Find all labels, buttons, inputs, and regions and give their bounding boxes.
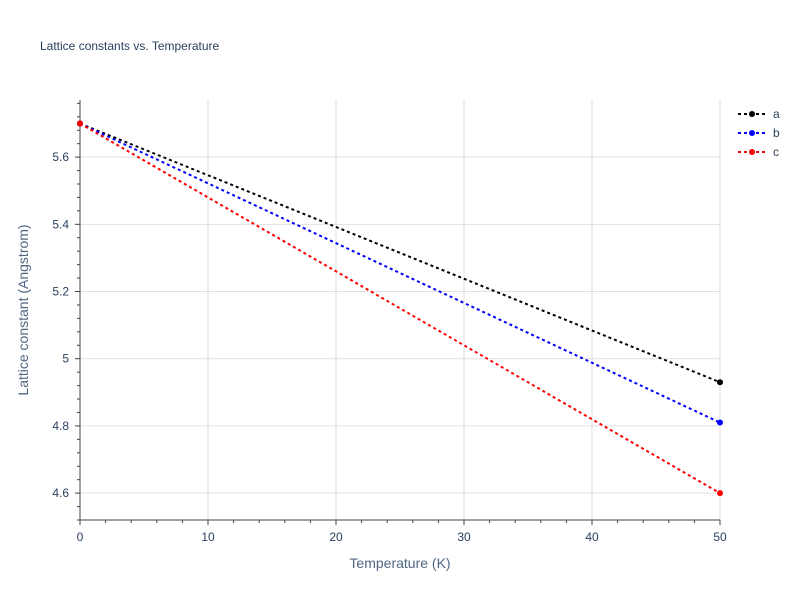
chart-title: Lattice constants vs. Temperature [40,39,220,53]
legend-swatch-marker [749,149,755,155]
legend-label: b [773,126,780,140]
y-tick-label: 4.8 [52,419,69,433]
legend[interactable]: abc [738,107,780,159]
series-point-b [717,419,723,426]
y-tick-label: 4.6 [52,486,69,500]
legend-swatch-marker [749,130,755,136]
series-group [77,120,723,497]
legend-label: c [773,145,779,159]
x-tick-label: 0 [77,530,84,544]
legend-item-a[interactable]: a [738,107,780,121]
legend-label: a [773,107,780,121]
x-tick-label: 50 [713,530,727,544]
y-tick-label: 5.2 [52,285,69,299]
grid [80,100,721,520]
y-tick-label: 5 [62,352,69,366]
legend-item-c[interactable]: c [738,145,779,159]
series-point-c [77,120,83,127]
series-line-a [79,122,721,384]
axes: 0 10 20 30 40 50 4.6 4.8 5 5.2 5.4 5.6 [52,100,727,544]
x-tick-label: 30 [457,530,471,544]
y-tick-label: 5.4 [52,217,69,231]
x-tick-label: 40 [585,530,599,544]
legend-swatch-marker [749,111,755,117]
series-point-c [717,490,723,497]
legend-item-b[interactable]: b [738,126,780,140]
x-tick-label: 20 [329,530,343,544]
y-axis-title: Lattice constant (Angstrom) [15,224,31,395]
series-line-b [79,122,721,424]
x-tick-label: 10 [201,530,215,544]
series-line-c [79,122,721,494]
series-point-a [717,379,723,386]
x-axis-title: Temperature (K) [349,555,450,571]
y-tick-label: 5.6 [52,150,69,164]
